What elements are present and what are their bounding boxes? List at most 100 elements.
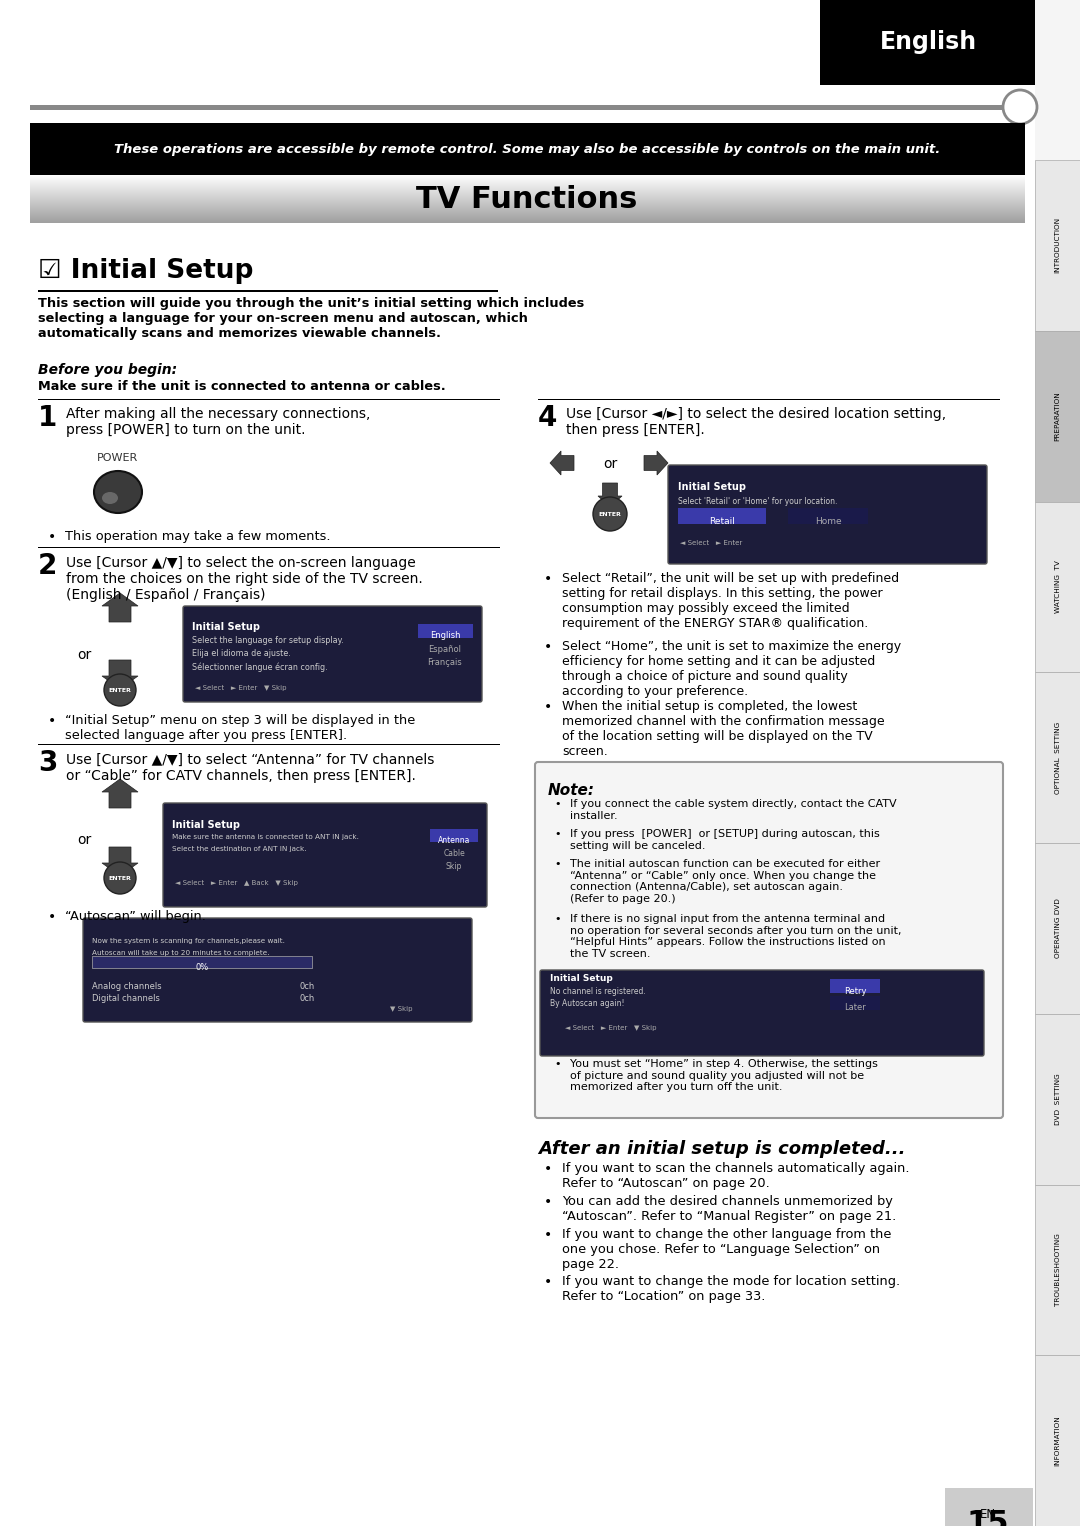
Text: ENTER: ENTER bbox=[598, 511, 621, 516]
Text: Skip: Skip bbox=[446, 862, 462, 871]
Text: By Autoscan again!: By Autoscan again! bbox=[550, 1000, 624, 1009]
Text: If you want to scan the channels automatically again.
Refer to “Autoscan” on pag: If you want to scan the channels automat… bbox=[562, 1161, 909, 1190]
Text: •: • bbox=[555, 829, 562, 839]
FancyBboxPatch shape bbox=[183, 606, 482, 702]
Text: 4: 4 bbox=[538, 404, 557, 432]
Text: •: • bbox=[555, 800, 562, 809]
Text: These operations are accessible by remote control. Some may also be accessible b: These operations are accessible by remot… bbox=[113, 142, 940, 156]
Text: Elija el idioma de ajuste.: Elija el idioma de ajuste. bbox=[192, 649, 291, 658]
Text: When the initial setup is completed, the lowest
memorized channel with the confi: When the initial setup is completed, the… bbox=[562, 700, 885, 758]
Text: DVD  SETTING: DVD SETTING bbox=[1054, 1073, 1061, 1125]
Text: Select 'Retail' or 'Home' for your location.: Select 'Retail' or 'Home' for your locat… bbox=[678, 497, 837, 507]
Text: This operation may take a few moments.: This operation may take a few moments. bbox=[65, 530, 330, 543]
Text: Antenna: Antenna bbox=[437, 836, 470, 845]
Text: •: • bbox=[544, 1276, 552, 1289]
Text: Initial Setup: Initial Setup bbox=[172, 819, 240, 830]
Circle shape bbox=[1003, 90, 1037, 124]
Text: “Initial Setup” menu on step 3 will be displayed in the
selected language after : “Initial Setup” menu on step 3 will be d… bbox=[65, 714, 415, 742]
Text: Select “Retail”, the unit will be set up with predefined
setting for retail disp: Select “Retail”, the unit will be set up… bbox=[562, 572, 900, 630]
Text: Español: Español bbox=[429, 645, 461, 655]
Text: Home: Home bbox=[814, 517, 841, 526]
Text: •: • bbox=[544, 1161, 552, 1177]
Text: Use [Cursor ▲/▼] to select the on-screen language
from the choices on the right : Use [Cursor ▲/▼] to select the on-screen… bbox=[66, 555, 422, 603]
Text: Select “Home”, the unit is set to maximize the energy
efficiency for home settin: Select “Home”, the unit is set to maximi… bbox=[562, 639, 901, 697]
Text: or: or bbox=[77, 833, 91, 847]
Text: Now the system is scanning for channels,please wait.: Now the system is scanning for channels,… bbox=[92, 938, 285, 945]
Text: •: • bbox=[544, 639, 552, 655]
Bar bbox=[418, 624, 473, 638]
Text: After making all the necessary connections,
press [POWER] to turn on the unit.: After making all the necessary connectio… bbox=[66, 407, 370, 438]
Text: •: • bbox=[555, 914, 562, 925]
Bar bbox=[92, 955, 312, 967]
FancyArrow shape bbox=[550, 452, 573, 475]
Text: Initial Setup: Initial Setup bbox=[550, 974, 612, 983]
Bar bbox=[678, 508, 766, 523]
FancyBboxPatch shape bbox=[535, 761, 1003, 1119]
Text: Make sure if the unit is connected to antenna or cables.: Make sure if the unit is connected to an… bbox=[38, 380, 446, 394]
Text: Select the language for setup display.: Select the language for setup display. bbox=[192, 636, 343, 645]
Text: Initial Setup: Initial Setup bbox=[678, 482, 746, 491]
Bar bbox=[831, 996, 880, 1010]
Bar bbox=[1035, 1355, 1080, 1526]
Text: WATCHING  TV: WATCHING TV bbox=[1054, 560, 1061, 613]
Text: or: or bbox=[603, 456, 617, 472]
Bar bbox=[1035, 331, 1080, 502]
FancyArrow shape bbox=[102, 778, 138, 807]
Text: Retry: Retry bbox=[843, 987, 866, 996]
Text: 1: 1 bbox=[38, 404, 57, 432]
Text: This section will guide you through the unit’s initial setting which includes
se: This section will guide you through the … bbox=[38, 298, 584, 340]
Circle shape bbox=[104, 862, 136, 894]
Bar bbox=[1035, 160, 1080, 331]
Text: •: • bbox=[48, 530, 56, 543]
Bar bbox=[430, 829, 478, 842]
Text: ☑ Initial Setup: ☑ Initial Setup bbox=[38, 258, 254, 284]
Bar bbox=[30, 124, 1025, 175]
Text: TROUBLESHOOTING: TROUBLESHOOTING bbox=[1054, 1233, 1061, 1306]
Text: Analog channels: Analog channels bbox=[92, 983, 162, 990]
Bar bbox=[1035, 1184, 1080, 1355]
Text: English: English bbox=[879, 31, 976, 53]
Text: INTRODUCTION: INTRODUCTION bbox=[1054, 217, 1061, 273]
Text: •: • bbox=[555, 1059, 562, 1070]
Text: 2: 2 bbox=[38, 552, 57, 580]
FancyArrow shape bbox=[598, 484, 622, 507]
FancyArrow shape bbox=[102, 594, 138, 623]
Text: Use [Cursor ◄/►] to select the desired location setting,
then press [ENTER].: Use [Cursor ◄/►] to select the desired l… bbox=[566, 407, 946, 438]
FancyBboxPatch shape bbox=[163, 803, 487, 906]
Circle shape bbox=[104, 674, 136, 707]
Text: 15: 15 bbox=[967, 1509, 1009, 1526]
Text: Sélectionner langue écran config.: Sélectionner langue écran config. bbox=[192, 662, 327, 671]
Text: ▼ Skip: ▼ Skip bbox=[390, 1006, 413, 1012]
Text: Français: Français bbox=[428, 658, 462, 667]
Text: Select the destination of ANT IN jack.: Select the destination of ANT IN jack. bbox=[172, 845, 307, 852]
Text: “Autoscan” will begin.: “Autoscan” will begin. bbox=[65, 909, 206, 923]
Text: You must set “Home” in step 4. Otherwise, the settings
of picture and sound qual: You must set “Home” in step 4. Otherwise… bbox=[570, 1059, 878, 1093]
Text: If you want to change the other language from the
one you chose. Refer to “Langu: If you want to change the other language… bbox=[562, 1228, 891, 1271]
Text: Cable: Cable bbox=[443, 848, 464, 858]
Text: OPTIONAL  SETTING: OPTIONAL SETTING bbox=[1054, 722, 1061, 794]
FancyBboxPatch shape bbox=[540, 971, 984, 1056]
Bar bbox=[820, 0, 1035, 85]
Ellipse shape bbox=[94, 472, 141, 513]
Text: If you press  [POWER]  or [SETUP] during autoscan, this
setting will be canceled: If you press [POWER] or [SETUP] during a… bbox=[570, 829, 880, 850]
Text: If there is no signal input from the antenna terminal and
no operation for sever: If there is no signal input from the ant… bbox=[570, 914, 902, 958]
Bar bbox=[1035, 1013, 1080, 1184]
Text: INFORMATION: INFORMATION bbox=[1054, 1415, 1061, 1466]
Text: Use [Cursor ▲/▼] to select “Antenna” for TV channels
or “Cable” for CATV channel: Use [Cursor ▲/▼] to select “Antenna” for… bbox=[66, 752, 434, 783]
Text: 0ch: 0ch bbox=[300, 983, 315, 990]
Text: If you connect the cable system directly, contact the CATV
installer.: If you connect the cable system directly… bbox=[570, 800, 896, 821]
Ellipse shape bbox=[102, 491, 118, 504]
Text: 0%: 0% bbox=[195, 963, 208, 972]
Text: Make sure the antenna is connected to ANT IN jack.: Make sure the antenna is connected to AN… bbox=[172, 835, 359, 839]
Text: •: • bbox=[544, 1195, 552, 1209]
Text: You can add the desired channels unmemorized by
“Autoscan”. Refer to “Manual Reg: You can add the desired channels unmemor… bbox=[562, 1195, 896, 1222]
Text: •: • bbox=[544, 1228, 552, 1242]
Bar bbox=[788, 508, 868, 523]
Text: ◄ Select   ► Enter   ▲ Back   ▼ Skip: ◄ Select ► Enter ▲ Back ▼ Skip bbox=[175, 881, 298, 887]
Text: Digital channels: Digital channels bbox=[92, 993, 160, 1003]
Text: Autoscan will take up to 20 minutes to complete.: Autoscan will take up to 20 minutes to c… bbox=[92, 951, 270, 955]
Text: The initial autoscan function can be executed for either
“Antenna” or “Cable” on: The initial autoscan function can be exe… bbox=[570, 859, 880, 903]
FancyBboxPatch shape bbox=[83, 919, 472, 1022]
Text: ENTER: ENTER bbox=[109, 876, 132, 881]
FancyArrow shape bbox=[644, 452, 669, 475]
